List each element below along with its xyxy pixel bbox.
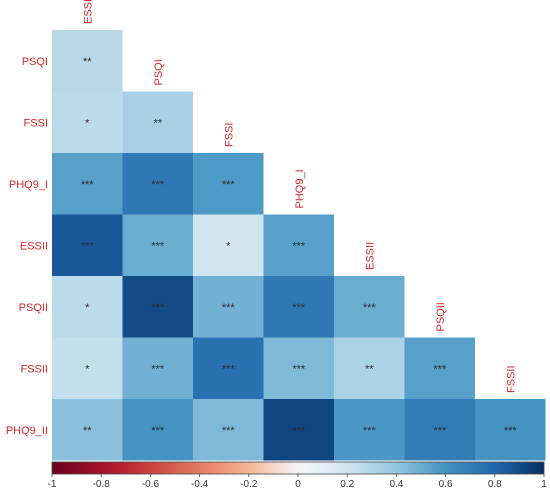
significance-phq9_ii-fssi: *** [222, 425, 236, 437]
significance-phq9_ii-fssii: *** [504, 425, 518, 437]
significance-essii-fssi: * [226, 240, 231, 252]
cell-psqii-essi [52, 276, 123, 338]
significance-phq9_i-fssi: *** [222, 179, 236, 191]
column-label-essi: ESSI [82, 0, 94, 24]
significance-fssii-phq9_i: *** [292, 363, 306, 375]
cell-fssii-phq9_i [263, 337, 334, 399]
colorbar-tick-label: -0.4 [191, 479, 209, 490]
significance-fssi-essi: * [85, 117, 90, 129]
significance-phq9_i-essi: *** [81, 179, 95, 191]
significance-psqii-essi: * [85, 302, 90, 314]
significance-essii-phq9_i: *** [292, 240, 306, 252]
significance-psqii-psqi: *** [151, 302, 165, 314]
significance-fssii-essi: * [85, 363, 90, 375]
colorbar-tick-label: 0.4 [389, 479, 403, 490]
cell-fssi-essi [52, 91, 123, 153]
colorbar [51, 461, 545, 475]
cell-phq9_i-essi [52, 153, 123, 215]
cell-phq9_ii-essii [334, 399, 405, 461]
row-label-psqi: PSQI [22, 56, 48, 68]
cell-phq9_ii-psqi [122, 399, 193, 461]
row-label-fssi: FSSI [24, 117, 48, 129]
significance-fssii-fssi: *** [222, 363, 236, 375]
colorbar-tick-label: 0.2 [340, 479, 354, 490]
cell-phq9_i-fssi [193, 153, 264, 215]
column-label-psqii: PSQII [435, 302, 447, 331]
column-label-fssi: FSSI [223, 123, 235, 147]
significance-phq9_ii-psqii: *** [433, 425, 447, 437]
cell-essii-essi [52, 214, 123, 276]
cell-psqii-essii [334, 276, 405, 338]
significance-psqii-fssi: *** [222, 302, 236, 314]
cell-fssii-fssi [193, 337, 264, 399]
significance-psqii-essii: *** [363, 302, 377, 314]
colorbar-tick-label: -0.6 [142, 479, 160, 490]
significance-fssii-psqi: *** [151, 363, 165, 375]
cell-psqii-phq9_i [263, 276, 334, 338]
column-label-psqi: PSQI [153, 59, 165, 85]
significance-essii-psqi: *** [151, 240, 165, 252]
colorbar-tick-label: -0.2 [240, 479, 258, 490]
cell-phq9_i-psqi [122, 153, 193, 215]
cell-essii-phq9_i [263, 214, 334, 276]
row-label-phq9_ii: PHQ9_II [6, 425, 48, 437]
cell-fssi-psqi [122, 91, 193, 153]
cell-essii-psqi [122, 214, 193, 276]
significance-phq9_ii-psqi: *** [151, 425, 165, 437]
cell-phq9_ii-fssi [193, 399, 264, 461]
significance-fssii-psqii: *** [433, 363, 447, 375]
significance-phq9_ii-essii: *** [363, 425, 377, 437]
significance-fssii-essii: ** [365, 363, 374, 375]
colorbar-tick-label: 0.6 [439, 479, 453, 490]
colorbar-tick-label: 0.8 [488, 479, 502, 490]
cell-fssii-essii [334, 337, 405, 399]
significance-essii-essi: *** [81, 240, 95, 252]
row-label-phq9_i: PHQ9_I [9, 179, 48, 191]
cell-phq9_ii-fssii [475, 399, 546, 461]
colorbar-tick-label: -0.8 [93, 479, 111, 490]
colorbar-tick-label: -1 [48, 479, 57, 490]
significance-phq9_i-psqi: *** [151, 179, 165, 191]
colorbar-tick-label: 0 [295, 479, 301, 490]
cell-phq9_ii-phq9_i [263, 399, 334, 461]
cell-psqii-psqi [122, 276, 193, 338]
cell-fssii-essi [52, 337, 123, 399]
colorbar-tick-label: 1 [541, 479, 547, 490]
column-label-fssii: FSSII [505, 365, 517, 393]
cell-fssii-psqi [122, 337, 193, 399]
row-label-fssii: FSSII [20, 363, 48, 375]
row-label-psqii: PSQII [19, 302, 48, 314]
cell-psqi-essi [52, 30, 123, 92]
cell-phq9_ii-psqii [404, 399, 475, 461]
row-label-essii: ESSII [20, 240, 48, 252]
significance-psqii-phq9_i: *** [292, 302, 306, 314]
column-label-phq9_i: PHQ9_I [294, 169, 306, 208]
cell-phq9_ii-essi [52, 399, 123, 461]
column-label-essii: ESSII [364, 242, 376, 270]
cell-essii-fssi [193, 214, 264, 276]
cell-psqii-fssi [193, 276, 264, 338]
significance-phq9_ii-phq9_i: *** [292, 425, 306, 437]
significance-psqi-essi: ** [83, 56, 92, 68]
significance-fssi-psqi: ** [153, 117, 162, 129]
significance-phq9_ii-essi: ** [83, 425, 92, 437]
cell-fssii-psqii [404, 337, 475, 399]
